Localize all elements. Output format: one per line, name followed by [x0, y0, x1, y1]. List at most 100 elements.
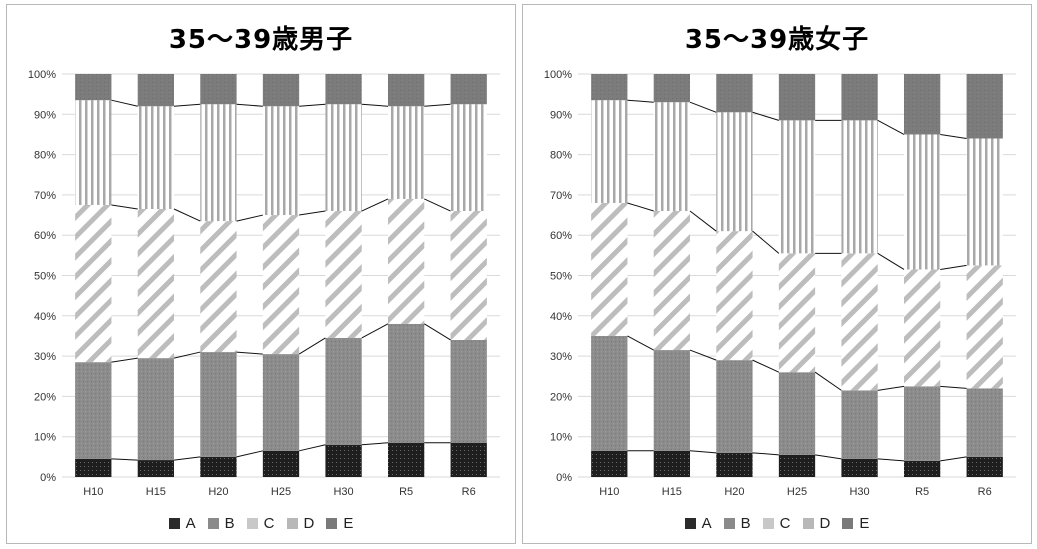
bar-segment-B [262, 354, 300, 451]
x-tick-label: H20 [724, 486, 744, 498]
bar-segment-B [137, 358, 175, 461]
bar-segment-D [966, 138, 1003, 266]
bar-segment-A [387, 442, 425, 477]
bar-segment-C [75, 204, 112, 363]
bar-segment-C [778, 253, 816, 373]
y-tick-label: 100% [28, 69, 56, 81]
legend-swatch [207, 518, 219, 529]
bar-segment-C [325, 211, 362, 338]
x-tick-label: R5 [399, 486, 413, 498]
bar-segment-A [903, 460, 941, 477]
bar-segment-D [137, 106, 175, 210]
bar-segment-A [966, 456, 1003, 477]
legend-item-A: A [168, 515, 196, 532]
bar-segment-C [450, 211, 487, 340]
bar-segment-E [778, 74, 816, 121]
bar-segment-D [903, 134, 941, 270]
bar-segment-B [778, 372, 816, 455]
legend-item-D: D [286, 515, 314, 532]
bar-segment-A [75, 458, 112, 477]
bar-segment-B [387, 323, 425, 443]
y-tick-label: 10% [34, 432, 56, 444]
legend-label: C [263, 515, 275, 532]
y-tick-label: 60% [34, 230, 56, 242]
y-tick-label: 90% [34, 109, 56, 121]
y-tick-label: 70% [34, 190, 56, 202]
y-tick-label: 30% [550, 351, 572, 363]
bar-segment-A [262, 450, 300, 477]
legend-label: B [740, 515, 751, 532]
bar-segment-A [716, 452, 753, 477]
y-tick-label: 0% [556, 472, 572, 484]
legend-swatch [246, 518, 258, 529]
y-tick-label: 60% [550, 230, 572, 242]
legend-label: A [701, 515, 712, 532]
series-connector-B [627, 335, 967, 391]
y-tick-label: 40% [34, 311, 56, 323]
legend-item-C: C [762, 515, 791, 532]
bar-segment-E [262, 74, 300, 107]
y-tick-label: 50% [34, 271, 56, 283]
bar-segment-E [841, 74, 878, 121]
legend-label: C [779, 515, 791, 532]
legend-swatch [326, 518, 338, 529]
y-tick-label: 20% [550, 391, 572, 403]
legend-label: D [819, 515, 831, 532]
bar-segment-E [325, 74, 362, 105]
bar-segment-D [325, 104, 362, 212]
x-tick-label: H10 [599, 486, 619, 498]
y-tick-label: 10% [550, 432, 572, 444]
legend-item-C: C [246, 515, 275, 532]
bar-segment-D [387, 106, 425, 199]
x-tick-label: H15 [146, 486, 166, 498]
series-connector-D [627, 99, 967, 139]
bar-segment-B [903, 386, 941, 461]
bar-segment-E [387, 74, 425, 107]
bar-segment-D [591, 100, 628, 203]
bar-segment-C [653, 211, 691, 351]
series-connector-B [111, 323, 451, 363]
x-tick-label: H30 [333, 486, 353, 498]
bar-segment-D [262, 106, 300, 216]
bar-segment-E [591, 74, 628, 101]
series-connector-C [111, 198, 451, 222]
legend-label: E [343, 515, 354, 532]
chart-plot-female: 0% 10% 20% 30% 40% 50% 60% 70% 80% 90% 100% H10 H15 H… [544, 69, 1016, 498]
legend-label: B [224, 515, 235, 532]
bar-segment-D [200, 104, 237, 222]
y-tick-label: 90% [550, 109, 572, 121]
y-tick-label: 0% [40, 472, 56, 484]
legend-swatch [762, 518, 774, 529]
bar-segment-C [137, 209, 175, 359]
bar-segment-B [966, 388, 1003, 457]
bar-segment-B [450, 339, 487, 443]
legend-item-B: B [723, 515, 751, 532]
bar-segment-E [653, 74, 691, 103]
bar-segment-B [716, 360, 753, 453]
bar-segment-D [450, 104, 487, 212]
bar-segment-B [591, 335, 628, 451]
y-tick-label: 80% [34, 150, 56, 162]
legend-swatch [723, 518, 735, 529]
bar-segment-E [75, 74, 112, 101]
bar-segment-C [966, 265, 1003, 389]
bar-segment-E [450, 74, 487, 105]
legend-label: E [859, 515, 870, 532]
legend-swatch [842, 518, 854, 529]
x-tick-label: R5 [915, 486, 929, 498]
bar-segment-E [716, 74, 753, 113]
y-tick-label: 80% [550, 150, 572, 162]
bar-segment-E [903, 74, 941, 135]
bar-segment-C [716, 231, 753, 361]
legend-swatch [802, 518, 814, 529]
x-tick-label: H30 [849, 486, 869, 498]
bar-segment-E [966, 74, 1003, 139]
bar-segment-C [591, 202, 628, 336]
bar-segment-A [653, 450, 691, 477]
chart-title: 35～39歳男子 [168, 25, 354, 55]
legend-item-D: D [802, 515, 831, 532]
x-tick-label: H25 [787, 486, 807, 498]
legend-item-A: A [684, 515, 712, 532]
y-tick-label: 20% [34, 391, 56, 403]
